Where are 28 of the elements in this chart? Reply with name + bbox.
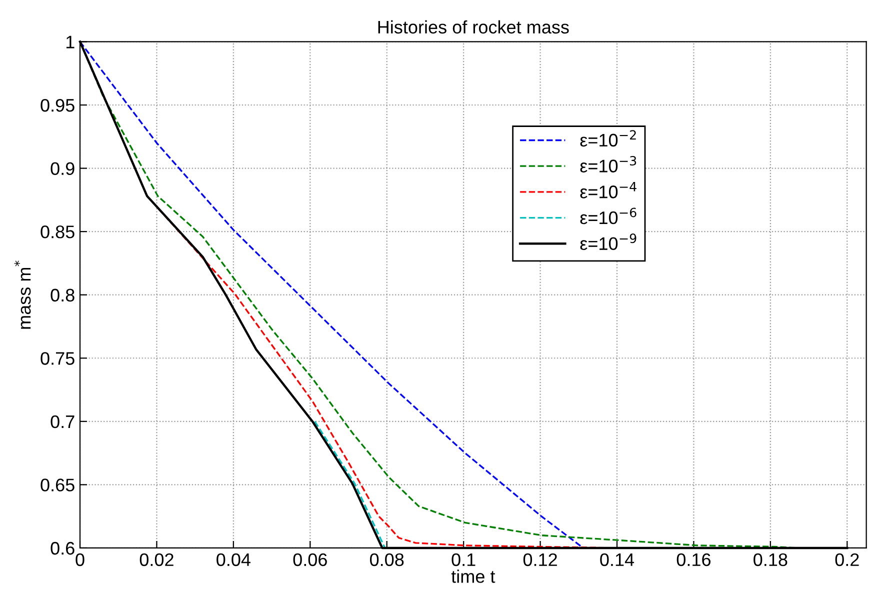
x-tick-label: 0.16 <box>676 553 710 566</box>
y-tick-label: 0.65 <box>40 478 74 492</box>
y-axis-title: mass m$^{*}$ <box>14 260 31 329</box>
y-tick-label: 0.8 <box>50 288 74 302</box>
y-tick-label: 1 <box>66 36 74 48</box>
legend-label: ε=10$^{−6}$ <box>580 208 636 224</box>
legend-label: ε=10$^{−9}$ <box>580 234 636 250</box>
x-tick-label: 0.06 <box>293 553 327 566</box>
x-tick-label: 0.04 <box>216 553 250 566</box>
y-tick-label: 0.75 <box>40 352 74 365</box>
x-tick-label: 0.12 <box>523 553 557 566</box>
y-tick-label: 0.7 <box>50 415 74 428</box>
chart-title: Histories of rocket mass <box>378 20 569 34</box>
x-tick-label: 0.08 <box>370 553 404 566</box>
x-tick-label: 0 <box>76 553 84 566</box>
x-tick-label: 0.2 <box>835 553 859 566</box>
x-axis-title: time t <box>451 570 496 583</box>
y-tick-label: 0.6 <box>50 542 74 555</box>
legend-label: ε=10$^{−2}$ <box>580 130 636 147</box>
y-tick-label: 0.9 <box>50 162 74 176</box>
y-tick-label: 0.95 <box>40 98 74 112</box>
y-tick-label: 0.85 <box>40 226 74 238</box>
x-tick-label: 0.02 <box>140 553 174 566</box>
legend-label: ε=10$^{−4}$ <box>580 182 636 198</box>
legend-label: ε=10$^{−3}$ <box>580 156 636 172</box>
x-tick-label: 0.14 <box>600 553 634 566</box>
x-tick-label: 0.1 <box>452 553 476 566</box>
x-tick-label: 0.18 <box>754 553 788 566</box>
